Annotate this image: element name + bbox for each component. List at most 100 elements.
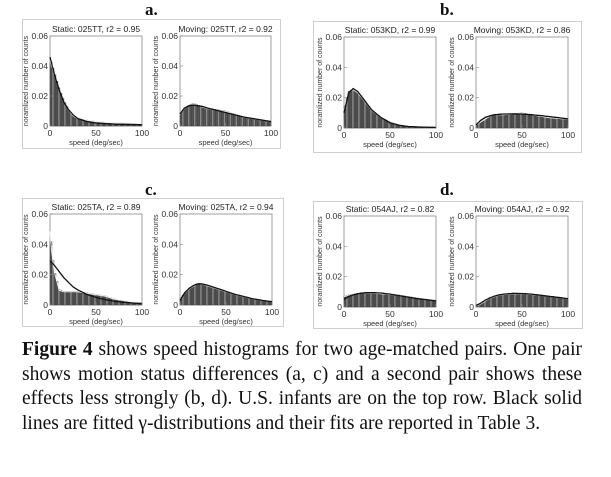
histogram-bar: [503, 114, 507, 129]
histogram-bar: [257, 119, 260, 127]
histogram-bar: [511, 113, 515, 129]
y-tick-label: 0.02: [161, 270, 178, 280]
histogram-bar: [381, 118, 385, 129]
histogram-bar: [509, 293, 513, 308]
y-tick-label: 0.02: [325, 93, 342, 103]
gamma-fit-line: [475, 292, 569, 307]
histogram-bar: [201, 283, 205, 306]
histogram-bar: [527, 113, 531, 129]
histogram-bar: [557, 297, 561, 308]
gamma-fit-line: [475, 113, 569, 126]
histogram-bar: [260, 119, 264, 127]
panel-label-c: c.: [145, 180, 157, 199]
histogram-bar: [235, 294, 239, 306]
histogram-bar: [189, 104, 193, 127]
histogram-bar: [491, 296, 495, 308]
histogram-bar: [561, 118, 565, 129]
histogram-bar: [183, 107, 187, 127]
histogram-bar: [493, 114, 497, 129]
histogram-bar: [207, 108, 210, 127]
histogram-bar: [523, 293, 527, 308]
histogram-bar: [99, 295, 103, 306]
histogram-bar: [379, 117, 383, 129]
histogram-bar: [529, 293, 533, 308]
histogram-bar: [243, 116, 246, 127]
histogram-bar: [57, 87, 61, 127]
histogram-bar: [185, 106, 189, 127]
histogram-bar: [359, 95, 363, 129]
histogram-bar: [509, 113, 513, 129]
histogram-bar: [503, 293, 507, 308]
histogram-bar: [555, 296, 559, 308]
histogram-bar: [515, 113, 519, 129]
histogram-bar: [539, 115, 543, 129]
histogram-b-moving: 0 0.02 0.04 0.06 0 50 100 Moving: 053KD, r2 = 0…: [449, 25, 575, 149]
histogram-bar: [237, 295, 241, 306]
x-tick-label: 0: [474, 309, 479, 319]
x-tick-label: 50: [91, 128, 101, 138]
histogram-bar: [217, 288, 221, 306]
gamma-fit-line: [179, 283, 273, 303]
histogram-bar: [247, 297, 251, 306]
histogram-bar: [391, 294, 395, 308]
histogram-bar: [489, 115, 493, 129]
gamma-fit-line: [49, 260, 143, 305]
histogram-bar: [103, 295, 107, 306]
histogram-bar: [197, 282, 201, 306]
histogram-bar: [181, 109, 185, 127]
histogram-bar: [531, 294, 535, 308]
histogram-bar: [249, 117, 252, 127]
histogram-bar: [199, 283, 203, 306]
x-axis-label: speed (deg/sec): [495, 319, 549, 328]
x-axis-label: speed (deg/sec): [363, 319, 417, 328]
histogram-bar: [425, 299, 429, 308]
histogram-bar: [353, 293, 357, 308]
histogram-bar: [555, 117, 559, 129]
histogram-bar: [65, 291, 69, 306]
figure-label: Figure 4: [22, 339, 93, 360]
subplot-title: Static: 054AJ, r2 = 0.82: [346, 204, 435, 214]
histogram-bar: [561, 297, 565, 308]
histogram-bar: [211, 108, 214, 127]
histogram-bar: [59, 290, 63, 306]
histogram-bar: [225, 291, 229, 306]
subplot-title: Static: 053KD, r2 = 0.99: [345, 25, 436, 35]
histogram-bar: [537, 115, 541, 129]
histogram-bar: [513, 113, 517, 129]
histogram-bar: [253, 118, 256, 127]
histogram-bar: [235, 114, 238, 127]
y-axis-label: noramlized number of counts: [153, 35, 160, 126]
histogram-c-static: 0 0.02 0.04 0.06 0 50 100 Static: 025TA, r2 = 0…: [23, 202, 149, 326]
histogram-bar: [531, 114, 535, 129]
histogram-bar: [217, 109, 220, 127]
histogram-bar: [385, 293, 389, 308]
histogram-bar: [563, 118, 567, 129]
histogram-bar: [543, 116, 547, 129]
y-tick-label: 0.06: [325, 211, 342, 221]
histogram-bar: [101, 295, 105, 306]
histogram-bar: [197, 105, 200, 127]
histogram-bar: [227, 292, 231, 306]
histogram-bar: [67, 291, 71, 306]
histogram-bar: [229, 112, 232, 127]
histogram-bar: [193, 103, 196, 127]
y-tick-label: 0.06: [161, 209, 178, 219]
x-tick-label: 50: [385, 309, 395, 319]
y-tick-label: 0.02: [325, 272, 342, 282]
x-tick-label: 50: [517, 130, 527, 140]
x-tick-label: 100: [561, 309, 575, 319]
histogram-bar: [81, 292, 85, 306]
subplot-title: Moving: 025TA, r2 = 0.94: [178, 202, 273, 212]
figure-caption: Figure 4 shows speed histograms for two …: [22, 338, 582, 436]
histogram-bar: [539, 294, 543, 308]
histogram-bar: [241, 296, 245, 306]
x-tick-label: 100: [429, 130, 443, 140]
y-tick-label: 0.02: [31, 91, 48, 101]
y-tick-label: 0.02: [31, 270, 48, 280]
histogram-bar: [535, 115, 539, 129]
histogram-bar: [505, 113, 509, 129]
y-tick-label: 0: [173, 121, 178, 131]
panel-label-b: b.: [440, 0, 454, 19]
histogram-bar: [551, 117, 555, 129]
histogram-bar: [485, 117, 489, 129]
